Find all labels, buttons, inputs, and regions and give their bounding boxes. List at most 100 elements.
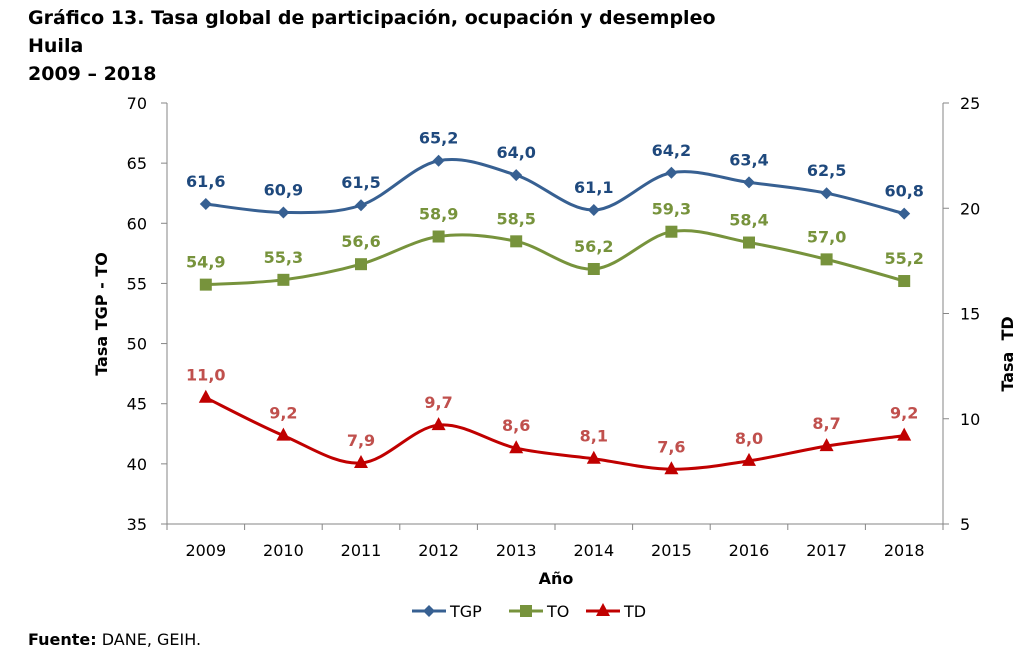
- legend-label-tgp: TGP: [449, 602, 482, 621]
- data-point-to: [820, 253, 833, 266]
- chart-title-line-1: Gráfico 13. Tasa global de participación…: [28, 7, 716, 29]
- data-point-tgp: [820, 187, 833, 200]
- chart-title-line-3: 2009 – 2018: [28, 63, 157, 85]
- data-point-td: [431, 417, 446, 431]
- legend-label-to: TO: [546, 602, 569, 621]
- x-axis-tick-label: 2009: [185, 541, 226, 560]
- data-label-to: 58,5: [496, 209, 535, 228]
- legend-item-to: TO: [509, 602, 569, 621]
- chart-series: [198, 154, 912, 475]
- data-point-to: [743, 236, 755, 249]
- data-label-to: 55,3: [264, 248, 303, 267]
- source-label: Fuente:: [28, 630, 97, 649]
- x-axis-tick-label: 2010: [263, 541, 304, 560]
- data-label-to: 59,3: [652, 200, 691, 219]
- legend-item-td: TD: [586, 602, 646, 621]
- data-point-to: [277, 273, 290, 286]
- data-label-td: 8,7: [812, 414, 840, 433]
- y-axis-tick-label: 35: [127, 515, 147, 534]
- source-note: Fuente: DANE, GEIH.: [28, 630, 201, 649]
- data-label-to: 58,9: [419, 205, 458, 224]
- data-label-tgp: 61,5: [341, 173, 380, 192]
- x-axis-tick-label: 2014: [573, 541, 614, 560]
- data-label-to: 57,0: [807, 227, 846, 246]
- data-label-to: 55,2: [884, 249, 923, 268]
- chart-title: Gráfico 13. Tasa global de participación…: [28, 4, 716, 88]
- y-axis-tick-label: 40: [127, 455, 147, 474]
- y2-axis-tick-label: 25: [960, 94, 980, 113]
- data-point-tgp: [510, 169, 523, 182]
- data-point-td: [276, 427, 291, 441]
- data-point-td: [664, 461, 679, 475]
- data-point-td: [819, 438, 834, 452]
- data-label-tgp: 61,6: [186, 172, 225, 191]
- series-line-td: [205, 396, 905, 471]
- data-point-tgp: [587, 204, 600, 217]
- legend-marker-tgp: [423, 605, 435, 617]
- data-point-tgp: [743, 176, 755, 189]
- data-point-tgp: [665, 166, 678, 179]
- data-label-td: 7,6: [657, 437, 685, 456]
- y-axis-title: Tasa TGP - TO: [92, 252, 111, 376]
- y2-axis-tick-label: 5: [960, 515, 970, 534]
- data-label-to: 54,9: [186, 253, 225, 272]
- source-text: DANE, GEIH.: [101, 630, 202, 649]
- data-point-td: [742, 452, 756, 466]
- data-point-to: [432, 230, 445, 243]
- y-axis-tick-label: 55: [127, 274, 147, 293]
- y-axis-tick-label: 50: [127, 335, 147, 354]
- legend-label-td: TD: [623, 602, 646, 621]
- series-line-to: [205, 229, 905, 287]
- data-label-to: 58,4: [729, 211, 768, 230]
- data-label-td: 8,0: [735, 429, 763, 448]
- data-label-td: 9,2: [890, 404, 918, 423]
- y2-axis-title: Tasa TD: [998, 316, 1017, 391]
- y2-axis-tick-label: 15: [960, 305, 980, 324]
- data-label-td: 8,6: [502, 416, 530, 435]
- x-axis-tick-label: 2016: [729, 541, 770, 560]
- series-line-tgp: [205, 158, 905, 216]
- data-point-to: [355, 258, 367, 271]
- y-axis-tick-label: 60: [127, 214, 147, 233]
- data-label-tgp: 62,5: [807, 161, 846, 180]
- legend-marker-td: [596, 603, 610, 616]
- data-point-to: [510, 235, 523, 248]
- data-point-to: [898, 275, 911, 288]
- chart-title-line-2: Huila: [28, 35, 84, 57]
- x-axis-title: Año: [539, 569, 574, 588]
- data-point-td: [509, 440, 524, 454]
- data-point-td: [354, 454, 368, 468]
- series-to: [199, 225, 911, 291]
- data-label-tgp: 60,9: [264, 180, 303, 199]
- data-point-to: [665, 225, 678, 238]
- data-label-to: 56,2: [574, 237, 613, 256]
- data-label-td: 9,2: [269, 404, 297, 423]
- x-axis-tick-label: 2015: [651, 541, 692, 560]
- y-axis-tick-label: 45: [127, 395, 147, 414]
- data-label-tgp: 65,2: [419, 129, 458, 148]
- data-label-to: 56,6: [341, 232, 380, 251]
- data-point-tgp: [199, 198, 212, 211]
- data-point-td: [586, 450, 601, 464]
- data-point-to: [587, 262, 600, 275]
- data-label-td: 7,9: [347, 431, 375, 450]
- chart-axes: 35 40 45 50 55 60 65 70 5 10 15 20 25 2009 2010 2011 201…: [127, 94, 981, 560]
- data-point-td: [198, 389, 213, 403]
- data-label-tgp: 60,8: [884, 182, 923, 201]
- data-label-td: 11,0: [186, 366, 225, 385]
- data-point-to: [199, 278, 212, 291]
- y-axis-tick-label: 65: [127, 154, 147, 173]
- data-label-tgp: 61,1: [574, 178, 613, 197]
- data-label-td: 8,1: [580, 427, 608, 446]
- y2-axis-tick-label: 10: [960, 410, 980, 429]
- chart-legend: TGP TO TD: [412, 602, 646, 621]
- legend-item-tgp: TGP: [412, 602, 482, 621]
- series-td: [198, 389, 912, 475]
- data-point-td: [897, 427, 912, 441]
- series-tgp: [199, 154, 911, 220]
- chart-data-labels: 61,6 60,9 61,5 65,2 64,0 61,1 64,2 63,4 62,5 60,8…: [186, 129, 924, 457]
- data-point-tgp: [277, 206, 290, 219]
- data-point-tgp: [898, 207, 911, 220]
- y2-axis-tick-label: 20: [960, 199, 980, 218]
